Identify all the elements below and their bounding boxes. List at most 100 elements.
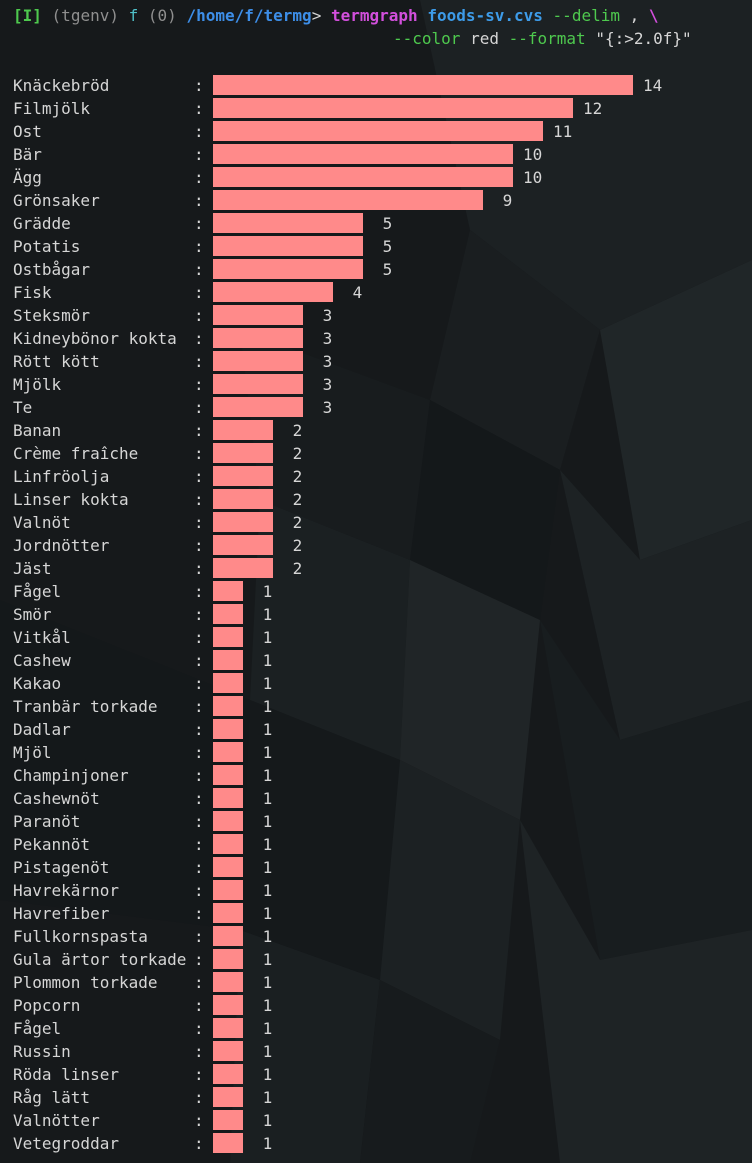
chart-category-label: Grönsaker: [13, 191, 100, 210]
chart-row: Fågel: 1: [0, 1017, 752, 1040]
chart-separator: :: [194, 306, 204, 325]
chart-separator: :: [194, 674, 204, 693]
chart-row: Valnötter: 1: [0, 1109, 752, 1132]
prompt-exit-status: (0): [147, 6, 177, 25]
command-prompt-line-2: --color red --format "{:>2.0f}": [393, 27, 692, 50]
chart-row: Vetegroddar: 1: [0, 1132, 752, 1155]
chart-row: Grönsaker: 9: [0, 189, 752, 212]
chart-separator: :: [194, 467, 204, 486]
chart-category-label: Grädde: [13, 214, 71, 233]
chart-category-label: Vetegroddar: [13, 1134, 119, 1153]
chart-bar: [213, 1041, 243, 1061]
chart-value-label: 1: [253, 674, 273, 693]
chart-bar: [213, 627, 243, 647]
chart-value-label: 1: [253, 628, 273, 647]
chart-value-label: 11: [553, 122, 573, 141]
chart-row: Russin: 1: [0, 1040, 752, 1063]
chart-separator: :: [194, 812, 204, 831]
chart-separator: :: [194, 375, 204, 394]
chart-category-label: Jäst: [13, 559, 52, 578]
chart-value-label: 5: [373, 237, 393, 256]
chart-value-label: 4: [343, 283, 363, 302]
chart-separator: :: [194, 513, 204, 532]
chart-row: Cashew: 1: [0, 649, 752, 672]
command-color-value: red: [470, 29, 499, 48]
chart-separator: :: [194, 99, 204, 118]
chart-separator: :: [194, 260, 204, 279]
chart-value-label: 5: [373, 260, 393, 279]
chart-bar: [213, 742, 243, 762]
chart-separator: :: [194, 605, 204, 624]
chart-row: Linfröolja: 2: [0, 465, 752, 488]
chart-separator: :: [194, 1042, 204, 1061]
chart-separator: :: [194, 490, 204, 509]
chart-separator: :: [194, 559, 204, 578]
prompt-user: f: [128, 6, 139, 25]
chart-bar: [213, 512, 273, 532]
command-file-arg: foods-sv.cvs: [427, 6, 543, 25]
chart-separator: :: [194, 283, 204, 302]
chart-category-label: Havrekärnor: [13, 881, 119, 900]
chart-separator: :: [194, 720, 204, 739]
chart-value-label: 1: [253, 720, 273, 739]
chart-category-label: Rött kött: [13, 352, 100, 371]
command-prompt-line-1: [I] (tgenv) f (0) /home/f/termg> termgra…: [13, 4, 659, 27]
chart-category-label: Russin: [13, 1042, 71, 1061]
chart-bar: [213, 190, 483, 210]
chart-row: Havrekärnor: 1: [0, 879, 752, 902]
chart-value-label: 3: [313, 375, 333, 394]
chart-category-label: Linfröolja: [13, 467, 110, 486]
chart-value-label: 1: [253, 904, 273, 923]
chart-category-label: Filmjölk: [13, 99, 91, 118]
chart-separator: :: [194, 145, 204, 164]
chart-category-label: Pekannöt: [13, 835, 91, 854]
chart-value-label: 1: [253, 927, 273, 946]
chart-category-label: Fågel: [13, 1019, 62, 1038]
chart-category-label: Fisk: [13, 283, 52, 302]
chart-row: Dadlar: 1: [0, 718, 752, 741]
prompt-virtualenv: (tgenv): [51, 6, 119, 25]
chart-value-label: 9: [493, 191, 513, 210]
chart-separator: :: [194, 191, 204, 210]
chart-row: Te: 3: [0, 396, 752, 419]
chart-row: Linser kokta: 2: [0, 488, 752, 511]
chart-value-label: 1: [253, 743, 273, 762]
chart-bar: [213, 581, 243, 601]
chart-row: Råg lätt: 1: [0, 1086, 752, 1109]
chart-category-label: Valnöt: [13, 513, 71, 532]
chart-separator: :: [194, 628, 204, 647]
chart-value-label: 1: [253, 973, 273, 992]
chart-bar: [213, 719, 243, 739]
chart-row: Vitkål: 1: [0, 626, 752, 649]
command-flag-format: --format: [508, 29, 586, 48]
chart-value-label: 2: [283, 513, 303, 532]
chart-value-label: 5: [373, 214, 393, 233]
chart-separator: :: [194, 421, 204, 440]
chart-value-label: 1: [253, 1019, 273, 1038]
prompt-cwd: /home/f/termg: [186, 6, 312, 25]
chart-bar: [213, 1064, 243, 1084]
chart-row: Mjölk: 3: [0, 373, 752, 396]
chart-bar: [213, 1133, 243, 1153]
chart-bar: [213, 995, 243, 1015]
chart-bar: [213, 236, 363, 256]
chart-value-label: 3: [313, 306, 333, 325]
chart-separator: :: [194, 697, 204, 716]
command-line-continuation: \: [648, 6, 659, 25]
chart-category-label: Ägg: [13, 168, 42, 187]
chart-value-label: 1: [253, 881, 273, 900]
chart-row: Steksmör: 3: [0, 304, 752, 327]
chart-separator: :: [194, 950, 204, 969]
chart-bar: [213, 259, 363, 279]
chart-bar: [213, 604, 243, 624]
chart-value-label: 1: [253, 1065, 273, 1084]
chart-row: Havrefiber: 1: [0, 902, 752, 925]
chart-bar: [213, 1110, 243, 1130]
chart-separator: :: [194, 237, 204, 256]
chart-bar: [213, 420, 273, 440]
chart-category-label: Cashewnöt: [13, 789, 100, 808]
chart-row: Bär: 10: [0, 143, 752, 166]
chart-row: Cashewnöt: 1: [0, 787, 752, 810]
chart-separator: :: [194, 329, 204, 348]
